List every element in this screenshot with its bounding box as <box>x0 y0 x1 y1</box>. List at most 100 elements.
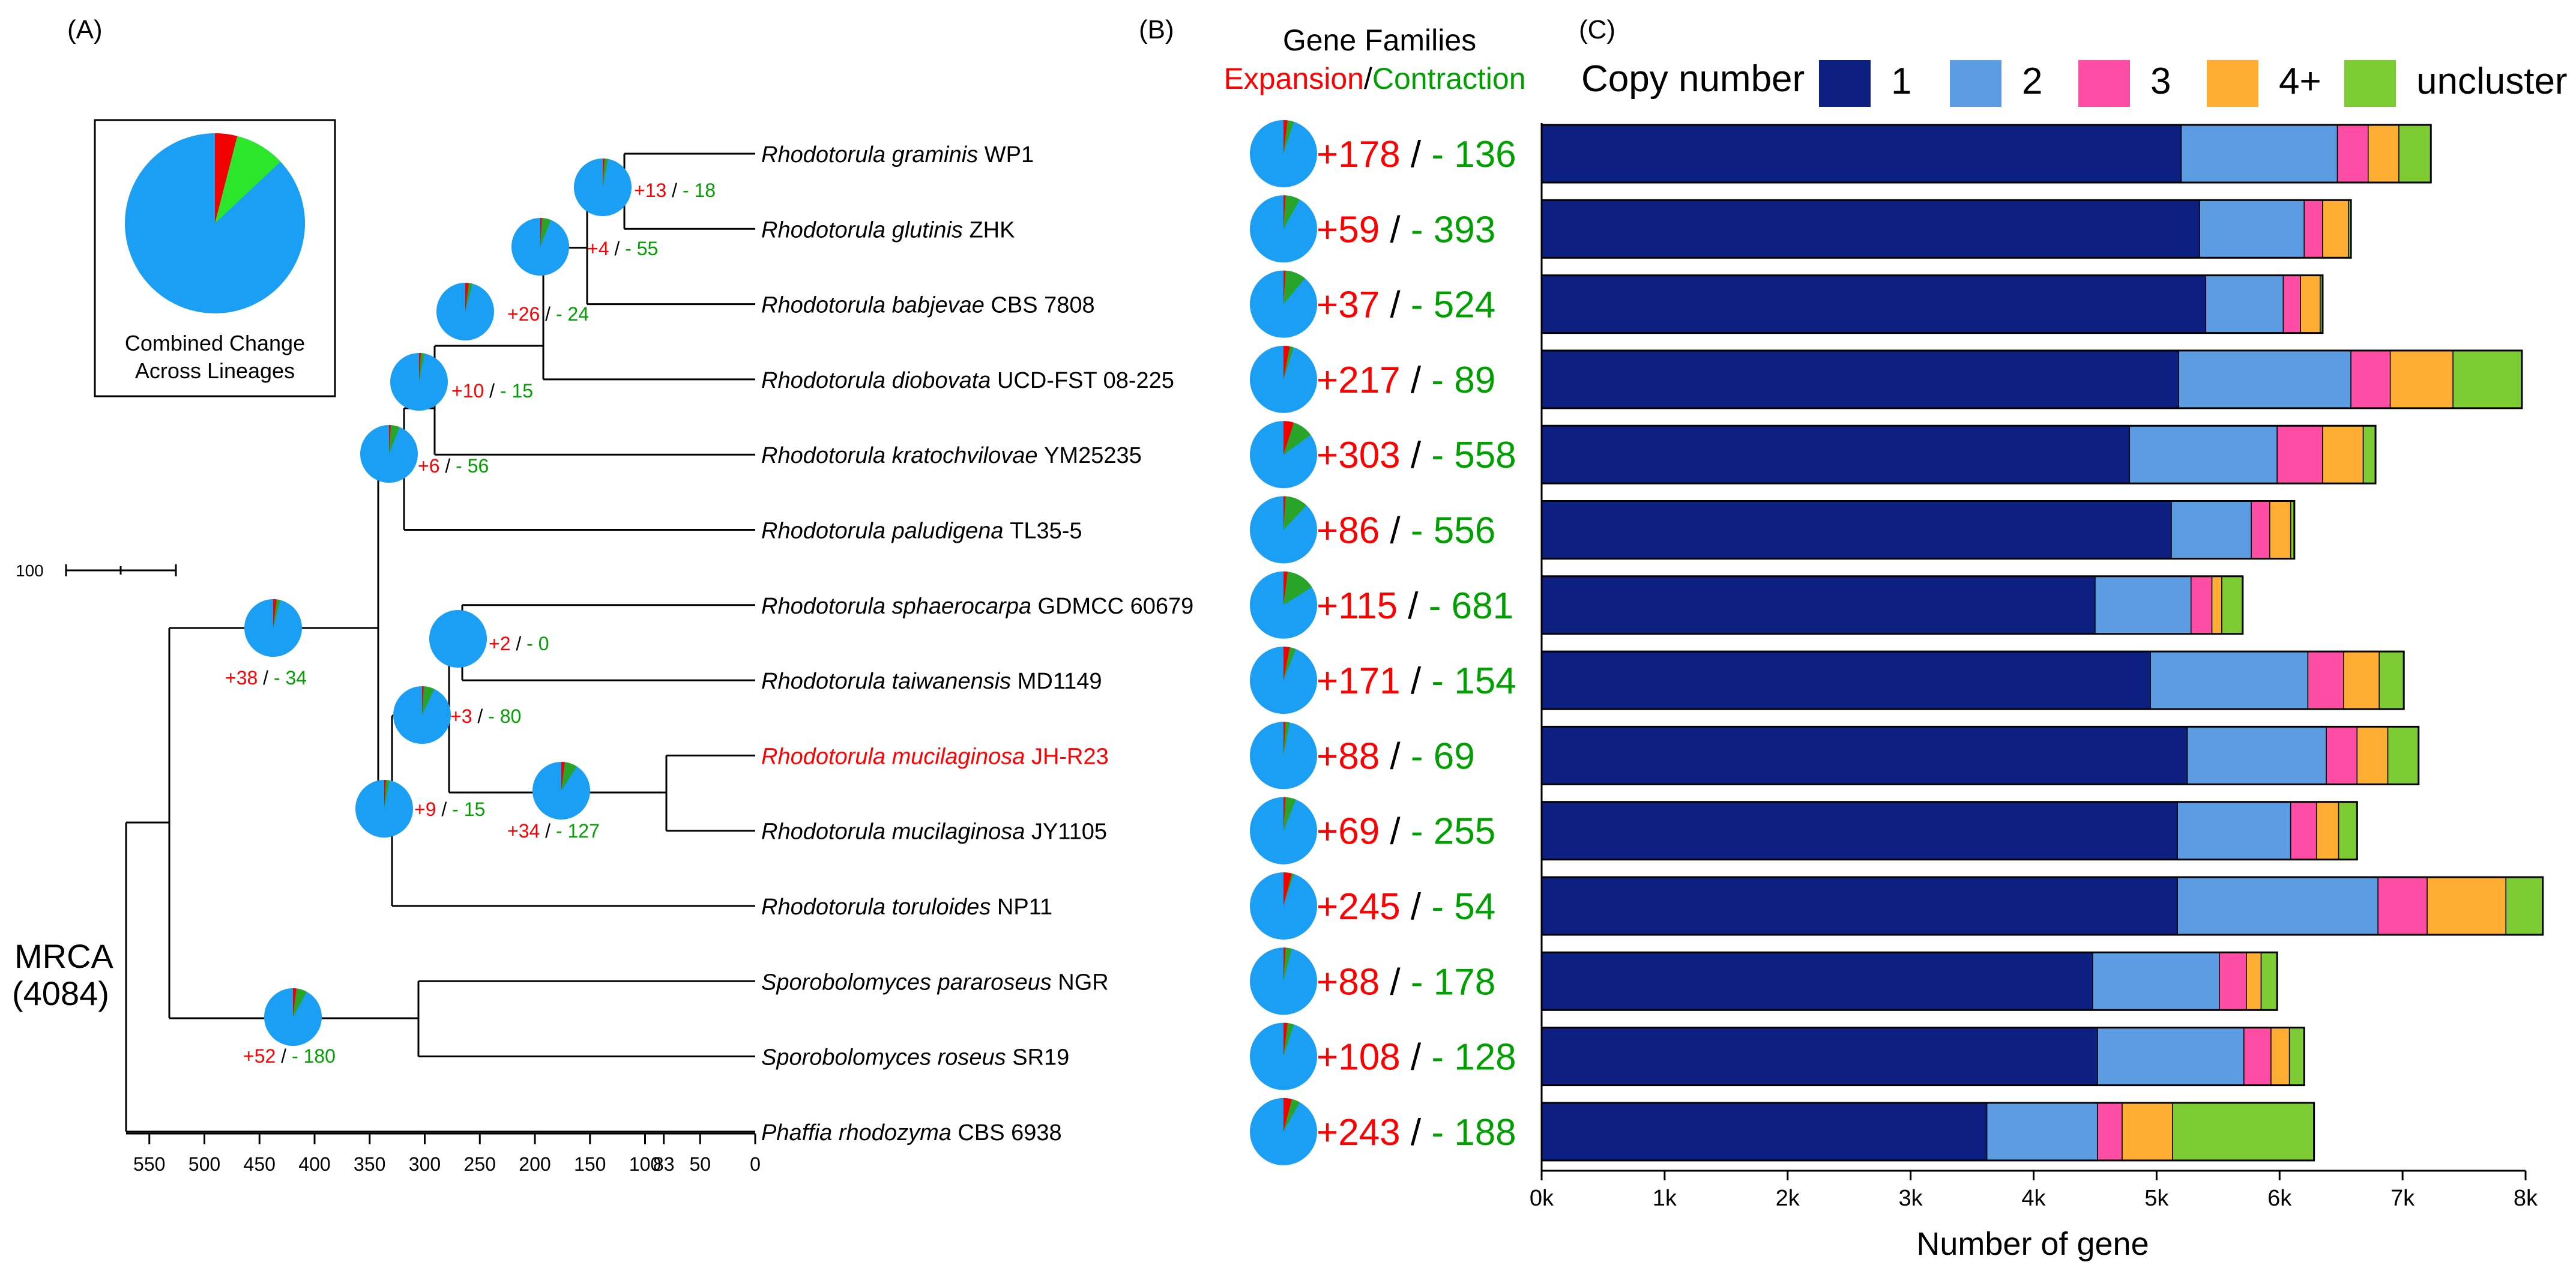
node-separator: / <box>609 238 625 259</box>
taxon-strain: MD1149 <box>1018 669 1102 694</box>
bar-segment-2 <box>2186 726 2327 785</box>
node-separator: / <box>436 799 452 820</box>
node-separator: / <box>439 455 456 477</box>
bar-segment-uncluster <box>2172 1102 2315 1161</box>
gene-family-pie-slice-0 <box>1283 345 1290 379</box>
taxon-species: taiwanensis <box>892 669 1018 694</box>
combined-change-pie-slice-1 <box>215 136 281 223</box>
gene-family-separator: / <box>1401 1037 1432 1078</box>
node-contraction: - 180 <box>292 1045 336 1067</box>
gene-family-pie <box>1250 872 1317 940</box>
gene-family-expansion: +178 <box>1317 134 1401 175</box>
gene-family-change: +178 / - 136 <box>1317 134 1516 175</box>
taxon-genus: Rhodotorula <box>761 368 892 393</box>
taxon-genus: Rhodotorula <box>761 820 892 845</box>
gene-family-pie-slice-1 <box>1283 647 1296 681</box>
node-pie-slice-1 <box>561 762 577 791</box>
panel-label-b: (B) <box>1139 15 1174 44</box>
node-pie-slice-1 <box>603 158 608 187</box>
bar-segment-4+ <box>2322 425 2364 484</box>
taxon-species: glutinis <box>892 217 970 243</box>
gene-family-separator: / <box>1401 435 1432 476</box>
bar-segment-uncluster <box>2288 1027 2305 1086</box>
taxon-species: babjevae <box>892 293 991 318</box>
x-axis-label: Number of gene <box>1916 1226 2149 1262</box>
taxon-species: rhodozyma <box>839 1120 958 1146</box>
bar-segment-uncluster <box>2362 425 2376 484</box>
bar-segment-uncluster <box>2505 877 2544 935</box>
bar-segment-3 <box>2307 651 2344 710</box>
gene-family-expansion: +171 <box>1317 660 1401 702</box>
node-contraction: - 55 <box>625 238 658 259</box>
gene-family-separator: / <box>1398 585 1429 627</box>
node-expansion: +4 <box>587 238 609 259</box>
gene-family-pie <box>1250 1022 1317 1090</box>
bar-segment-2 <box>2180 124 2338 183</box>
node-separator: / <box>258 667 274 689</box>
gene-family-contraction: - 154 <box>1431 660 1516 702</box>
gene-family-change: +303 / - 558 <box>1317 435 1516 476</box>
gene-family-contraction: - 558 <box>1431 435 1516 476</box>
taxon-label: Rhodotorula mucilaginosa JY1105 <box>761 820 1107 845</box>
taxon-label: Rhodotorula mucilaginosa JH-R23 <box>761 744 1109 769</box>
gene-family-change: +171 / - 154 <box>1317 660 1516 702</box>
gene-family-change: +69 / - 255 <box>1317 811 1495 853</box>
node-change-label: +9 / - 15 <box>414 799 485 820</box>
gene-family-contraction: - 69 <box>1411 735 1475 777</box>
x-tick-label: 0k <box>1530 1186 1554 1211</box>
gene-family-expansion: +88 <box>1317 961 1380 1003</box>
taxon-strain: UCD-FST 08-225 <box>997 368 1174 393</box>
bar-segment-4+ <box>2269 500 2291 560</box>
bar-segment-4+ <box>2322 199 2349 259</box>
gene-family-expansion: +303 <box>1317 435 1401 476</box>
gene-family-contraction: - 681 <box>1429 585 1513 627</box>
taxon-label: Rhodotorula glutinis ZHK <box>761 217 1015 243</box>
gene-family-contraction: - 128 <box>1431 1037 1516 1078</box>
gene-family-pie-slice-0 <box>1283 1022 1288 1057</box>
node-contraction: - 24 <box>556 303 589 325</box>
node-pie-slice-1 <box>540 218 551 247</box>
combined-change-pie <box>125 133 305 313</box>
node-change-label: +6 / - 56 <box>418 455 489 477</box>
bar-segment-1 <box>1541 726 2188 785</box>
node-contraction: - 18 <box>683 180 716 201</box>
gene-family-pie-slice-1 <box>1283 722 1290 756</box>
time-axis-label-450: 450 <box>244 1153 276 1175</box>
node-change-label: +13 / - 18 <box>634 180 716 201</box>
bar-segment-1 <box>1541 877 2178 935</box>
taxon-strain: NP11 <box>997 895 1052 920</box>
bar-segment-4+ <box>2246 952 2262 1011</box>
gene-family-separator: / <box>1401 360 1432 401</box>
combined-change-pie-slice-0 <box>215 133 238 223</box>
time-axis-label-150: 150 <box>574 1153 606 1175</box>
bar-segment-3 <box>2377 877 2428 935</box>
node-expansion: +13 <box>634 180 666 201</box>
taxon-strain: WP1 <box>985 142 1034 168</box>
taxon-species: roseus <box>938 1045 1013 1070</box>
gene-family-pie-slice-1 <box>1283 270 1305 304</box>
gene-family-separator: / <box>1380 811 1411 853</box>
gene-family-pie <box>1250 797 1317 865</box>
legend-swatch-3 <box>2078 60 2130 107</box>
bar-segment-1 <box>1541 199 2200 259</box>
bar-segment-1 <box>1541 1102 1988 1161</box>
taxon-genus: Rhodotorula <box>761 443 892 468</box>
gene-family-pie-slice-0 <box>1283 947 1286 982</box>
taxon-genus: Rhodotorula <box>761 895 892 920</box>
gene-family-pie <box>1250 270 1317 338</box>
header-separator: / <box>1364 62 1372 95</box>
taxon-strain: SR19 <box>1012 1045 1069 1070</box>
bar-segment-1 <box>1541 576 2096 635</box>
gene-family-contraction: - 178 <box>1411 961 1495 1003</box>
gene-family-expansion: +69 <box>1317 811 1380 853</box>
node-separator: / <box>510 633 526 654</box>
time-axis-label-300: 300 <box>409 1153 441 1175</box>
x-tick-label: 1k <box>1653 1186 1677 1211</box>
taxon-strain: GDMCC 60679 <box>1038 594 1194 619</box>
bar-segment-3 <box>2350 350 2391 409</box>
combined-change-box <box>94 119 336 397</box>
gene-family-pie-slice-1 <box>1283 1099 1300 1132</box>
gene-family-expansion: +217 <box>1317 360 1401 401</box>
node-pie-slice-0 <box>603 158 605 187</box>
bar-segment-2 <box>2205 274 2284 334</box>
